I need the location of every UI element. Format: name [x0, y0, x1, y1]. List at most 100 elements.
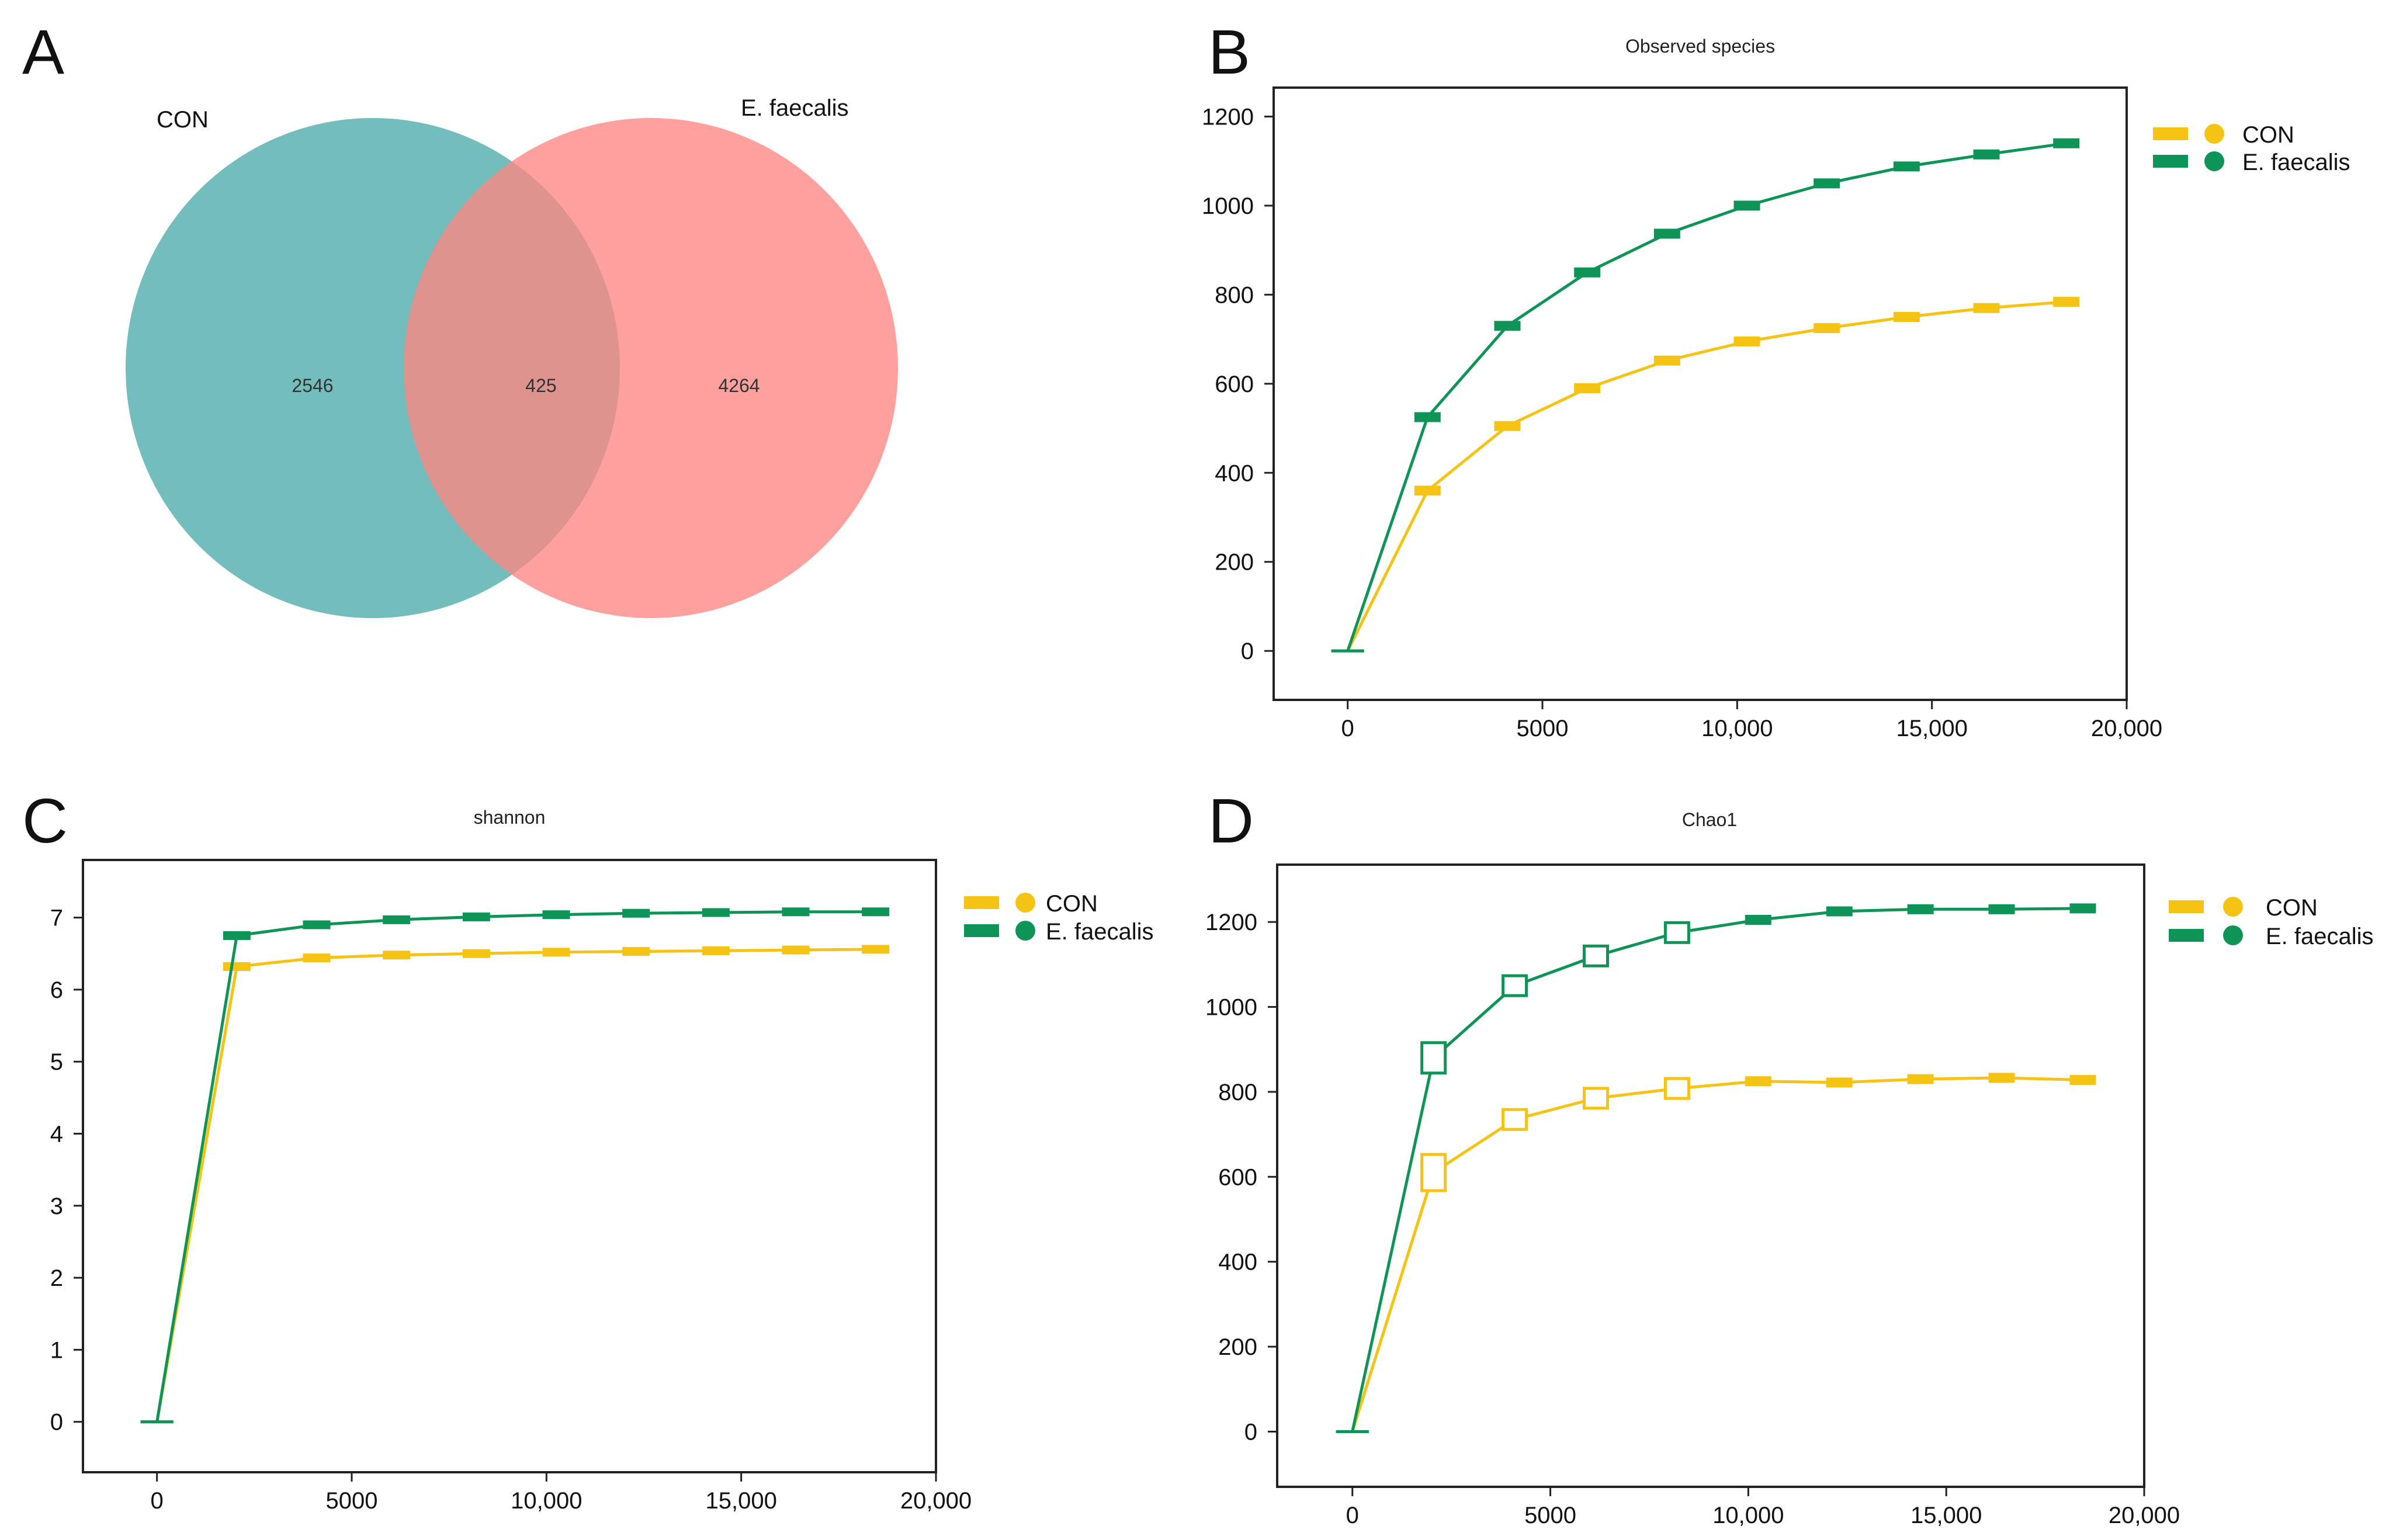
data-point-efaecalis	[1582, 944, 1609, 967]
data-point-efaecalis	[462, 912, 490, 921]
legend-label-efaecalis: E. faecalis	[2242, 150, 2350, 175]
legend-dot-con	[1015, 893, 1035, 913]
x-tick-label: 15,000	[1910, 1503, 1982, 1528]
venn-label-con: CON	[157, 107, 209, 133]
legend-label-efaecalis: E. faecalis	[2266, 924, 2374, 949]
chart-chao1: Chao1 0 5000 10,000 15,000 20,000 0 200 400 600 8…	[1205, 809, 2374, 1528]
data-point-con	[862, 945, 890, 954]
data-point-efaecalis	[542, 910, 570, 920]
legend-swatch-efaecalis	[2169, 929, 2204, 942]
data-point-con	[1663, 1077, 1690, 1100]
data-point-efaecalis	[1420, 1041, 1447, 1075]
y-tick-label: 0	[1241, 639, 1254, 664]
series-line-con	[1346, 300, 2066, 652]
data-point-efaecalis	[1907, 904, 1934, 914]
y-tick-label: 1	[50, 1337, 63, 1363]
legend-swatch-efaecalis	[2153, 155, 2188, 168]
y-tick-label: 3	[50, 1194, 63, 1219]
data-point-con	[1582, 1087, 1609, 1110]
y-tick-label: 400	[1215, 460, 1254, 486]
chart-shannon: shannon 0 5000 10,000 15,000 20,00001234567 …	[50, 807, 1154, 1514]
data-point-efaecalis	[702, 908, 730, 917]
x-tick-label: 0	[151, 1488, 164, 1514]
x-tick-label: 20,000	[2091, 716, 2162, 741]
data-point-efaecalis	[782, 907, 810, 917]
data-point-con	[2069, 1075, 2096, 1085]
chart-observed-species: Observed species 0 5000 10,000 15,000 20,000…	[1202, 36, 2350, 741]
y-tick-label: 0	[1244, 1419, 1257, 1445]
legend-swatch-efaecalis	[964, 924, 999, 937]
panel-letter-a: A	[22, 16, 64, 87]
data-point-con	[383, 951, 411, 960]
data-point-efaecalis	[1653, 228, 1680, 239]
series-line-efaecalis	[1346, 141, 2067, 652]
chart-title: Observed species	[1625, 36, 1775, 57]
legend-label-con: CON	[2242, 122, 2294, 148]
chart-legend: CON E. faecalis	[964, 891, 1154, 945]
venn-diagram: CON E. faecalis 2546 425 4264	[126, 95, 898, 618]
data-point-con	[1414, 485, 1441, 496]
x-tick-label: 10,000	[511, 1488, 582, 1514]
panel-letter-d: D	[1208, 785, 1254, 856]
y-tick-label: 200	[1218, 1334, 1257, 1360]
venn-count-only-efaecalis: 4264	[718, 375, 760, 396]
data-point-con	[1653, 355, 1680, 366]
y-tick-label: 6	[50, 977, 63, 1003]
data-point-con	[303, 953, 331, 963]
y-tick-label: 400	[1218, 1250, 1257, 1275]
chart-title: Chao1	[1682, 809, 1737, 830]
data-point-con	[702, 946, 730, 955]
venn-count-only-con: 2546	[292, 375, 333, 396]
data-point-con	[1814, 323, 1840, 334]
data-point-efaecalis	[862, 907, 890, 917]
x-tick-label: 0	[1346, 1503, 1359, 1528]
y-tick-label: 0	[50, 1410, 63, 1435]
data-point-efaecalis	[1574, 267, 1601, 278]
legend-dot-con	[2204, 124, 2224, 144]
data-point-efaecalis	[622, 908, 650, 918]
venn-circle-efaecalis	[404, 118, 898, 618]
data-point-con	[1988, 1073, 2015, 1083]
x-tick-label: 15,000	[705, 1488, 776, 1514]
data-point-efaecalis	[1988, 904, 2015, 914]
data-point-efaecalis	[1893, 161, 1920, 172]
data-point-efaecalis	[1814, 178, 1840, 189]
data-point-efaecalis	[2069, 903, 2096, 914]
data-point-efaecalis	[1502, 974, 1528, 997]
data-point-efaecalis	[383, 915, 411, 924]
series-line-con	[1351, 1076, 2083, 1433]
series-line-con	[155, 948, 876, 1423]
data-point-con	[1494, 421, 1521, 431]
legend-dot-con	[2223, 897, 2243, 917]
plot-frame	[82, 859, 937, 1473]
venn-label-efaecalis: E. faecalis	[741, 95, 849, 121]
series-line-efaecalis	[1351, 907, 2083, 1433]
data-point-efaecalis	[1663, 921, 1690, 944]
y-tick-label: 600	[1218, 1164, 1257, 1190]
x-tick-label: 15,000	[1896, 716, 1967, 741]
legend-swatch-con	[2169, 900, 2204, 913]
y-tick-label: 2	[50, 1265, 63, 1291]
data-point-con	[2053, 297, 2080, 307]
legend-label-con: CON	[2266, 895, 2318, 921]
y-tick-label: 1000	[1202, 193, 1254, 219]
y-tick-label: 7	[50, 906, 63, 931]
y-tick-label: 4	[50, 1122, 63, 1147]
x-tick-label: 5000	[1524, 1503, 1576, 1528]
data-point-con	[1733, 336, 1760, 346]
data-point-efaecalis	[1494, 321, 1521, 331]
data-point-con	[462, 949, 490, 958]
chart-legend: CON E. faecalis	[2169, 895, 2374, 949]
data-point-efaecalis	[2053, 138, 2080, 148]
data-point-efaecalis	[303, 920, 331, 929]
data-point-con	[782, 945, 810, 955]
data-point-con	[1502, 1108, 1528, 1131]
data-point-con	[1893, 312, 1920, 322]
data-point-con	[1745, 1076, 1771, 1087]
y-tick-label: 600	[1215, 372, 1254, 397]
venn-count-overlap: 425	[525, 375, 556, 396]
x-tick-label: 10,000	[1701, 716, 1773, 741]
x-tick-label: 20,000	[2109, 1503, 2180, 1528]
data-point-efaecalis	[1973, 149, 2000, 159]
data-point-con	[1574, 383, 1601, 393]
